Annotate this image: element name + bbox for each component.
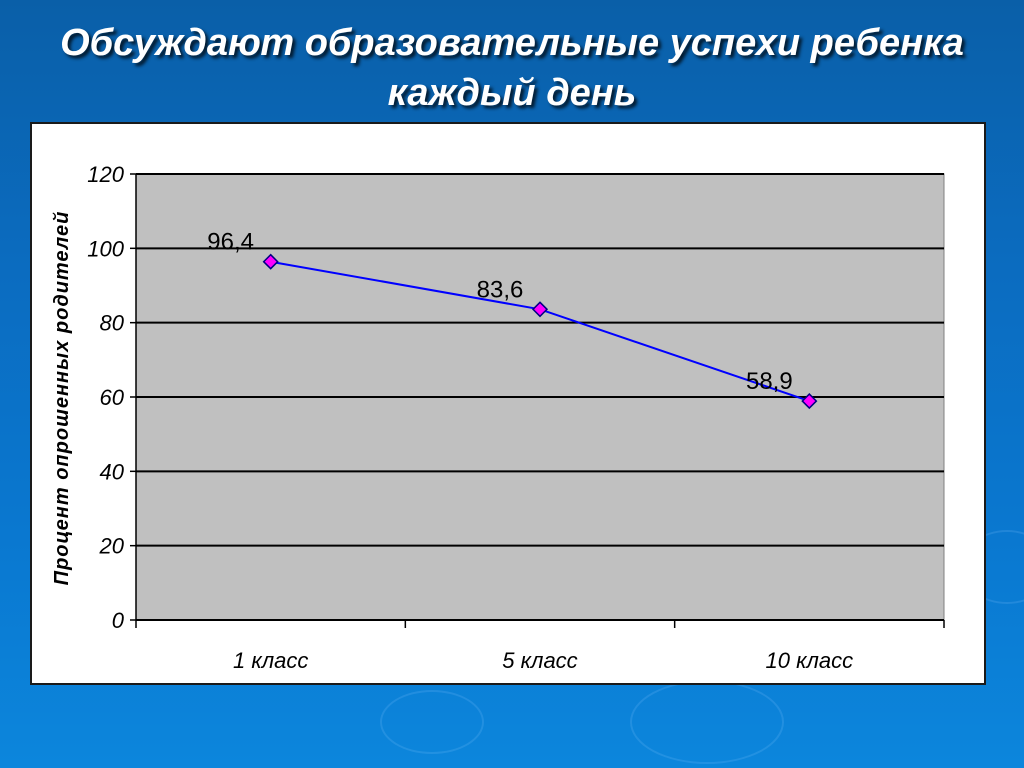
- y-tick-label: 40: [100, 459, 125, 484]
- background-ripple-decoration: [380, 690, 484, 754]
- slide-title-line-1: Обсуждают образовательные успехи ребенка: [60, 22, 964, 64]
- y-tick-label: 20: [99, 534, 125, 559]
- data-label: 96,4: [207, 229, 254, 256]
- data-label: 58,9: [746, 368, 793, 395]
- y-axis-title: Процент опрошенных родителей: [51, 211, 73, 586]
- x-tick-label: 5 класс: [502, 648, 577, 673]
- x-tick-label: 10 класс: [766, 648, 854, 673]
- chart-container: 0 20 40 60 80 100 120 1 класс 5 класс 10 класс 9…: [30, 122, 986, 685]
- data-point-marker: [801, 393, 818, 410]
- data-point-marker: [262, 253, 279, 270]
- y-tick-label: 120: [87, 162, 124, 187]
- y-tick-label: 0: [112, 608, 125, 633]
- data-label: 83,6: [477, 276, 524, 303]
- y-tick-label: 60: [100, 385, 125, 410]
- slide-title-line-2: каждый день: [387, 72, 637, 114]
- background-ripple-decoration: [630, 680, 784, 764]
- data-point-marker: [531, 301, 549, 318]
- line-chart: 0 20 40 60 80 100 120 1 класс 5 класс 10 класс 9…: [51, 162, 945, 673]
- y-tick-label: 100: [87, 236, 124, 261]
- x-tick-label: 1 класс: [233, 648, 308, 673]
- slide-title: Обсуждают образовательные успехи ребенка…: [0, 18, 1024, 118]
- y-tick-label: 80: [100, 311, 125, 336]
